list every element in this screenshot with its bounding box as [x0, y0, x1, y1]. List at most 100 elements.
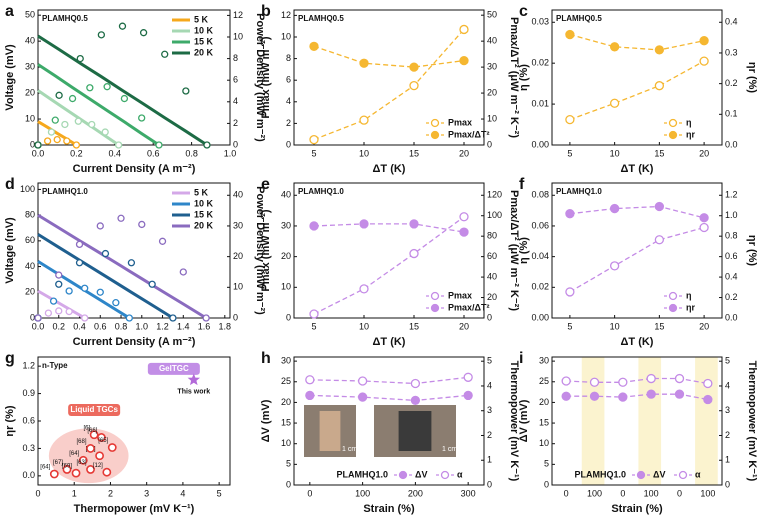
x-tick-label: 2 [108, 488, 113, 498]
legend-label: Pmax [448, 290, 472, 300]
legend-label: ηr [686, 129, 695, 139]
data-point [699, 36, 709, 46]
x-tick-label: 0 [35, 488, 40, 498]
y2-axis-label: Power Density (mW m⁻²) [254, 186, 266, 315]
shaded-band [581, 357, 605, 485]
data-point [565, 209, 575, 219]
data-point [202, 314, 210, 322]
y-axis-label: Voltage (mV) [4, 44, 16, 111]
data-point [101, 249, 110, 258]
y-tick-label: 0 [286, 139, 291, 149]
data-point [96, 433, 106, 442]
y2-tick-label: 3 [487, 405, 492, 415]
x-axis-label: ΔT (K) [621, 336, 654, 348]
y-tick-label: 0.3 [22, 443, 35, 453]
x-tick-label: 5 [311, 321, 316, 331]
y-tick-label: 20 [25, 87, 35, 97]
y-tick-label: 0 [286, 479, 291, 489]
plot-frame [293, 356, 485, 486]
y-axis-label: Voltage (mV) [4, 217, 16, 284]
data-point [463, 372, 473, 382]
y-tick-label: 20 [539, 397, 549, 407]
x-tick-label: 1.2 [156, 321, 169, 331]
shaded-band [638, 357, 662, 485]
x-tick-label: 0 [620, 488, 625, 498]
y2-tick-label: 10 [233, 282, 243, 292]
plot-frame [551, 9, 723, 146]
legend-marker [430, 118, 440, 128]
x-tick-label: 0.6 [94, 321, 107, 331]
group-tag [147, 362, 200, 375]
y-tick-label: 15 [281, 417, 291, 427]
legend-marker [678, 470, 688, 480]
y2-tick-label: 1.2 [725, 190, 738, 200]
data-point [618, 377, 628, 387]
point-label: [6] [83, 425, 90, 431]
y2-tick-label: 4 [233, 96, 238, 106]
point-label: [68] [77, 439, 87, 445]
data-point [459, 227, 469, 237]
data-point [62, 465, 72, 474]
x-axis-label: ΔT (K) [621, 163, 654, 175]
data-point [409, 80, 419, 91]
series-line [569, 226, 705, 293]
y2-tick-label: 20 [487, 292, 497, 302]
x-tick-label: 0.8 [185, 148, 198, 158]
x-tick-label: 300 [461, 488, 476, 498]
data-point [565, 114, 575, 125]
data-point [101, 128, 109, 136]
data-point [49, 297, 58, 305]
y-axis-label: η (%) [518, 64, 530, 91]
data-point [654, 235, 665, 245]
y-tick-label: 10 [281, 282, 291, 292]
y2-tick-label: 0.8 [725, 231, 738, 241]
annotation: PLAMHQ1.0 [298, 187, 344, 196]
data-point [148, 280, 156, 288]
y2-tick-label: 0.2 [725, 292, 738, 302]
data-point [409, 248, 419, 259]
point-label: [63] [77, 460, 87, 466]
data-point [112, 299, 120, 307]
group-tag [68, 404, 121, 417]
legend-label: 15 K [194, 36, 214, 46]
legend-label: η [686, 290, 692, 300]
data-point [117, 214, 125, 222]
data-point [561, 391, 571, 401]
legend-marker [668, 303, 678, 313]
series-line [313, 216, 465, 315]
data-point [561, 376, 571, 386]
inset-scale-label: 1 cm [342, 446, 357, 453]
legend-label: 10 K [194, 25, 214, 35]
y2-tick-label: 100 [487, 210, 502, 220]
data-point [359, 58, 369, 68]
group-label: Liquid TGCs [70, 405, 118, 414]
data-point [589, 391, 600, 401]
x-tick-label: 0 [564, 488, 569, 498]
y-tick-label: 0.08 [531, 190, 549, 200]
data-point [138, 114, 146, 122]
plot-frame [551, 356, 723, 486]
x-tick-label: 0 [677, 488, 682, 498]
y2-axis-label: Pmax/ΔT² (μW m⁻² K⁻²) [508, 17, 520, 138]
point-label: [65] [98, 438, 108, 444]
data-point [699, 56, 709, 66]
y-tick-label: 0.03 [531, 17, 549, 27]
legend-marker [440, 470, 450, 480]
x-tick-label: 20 [699, 148, 709, 158]
panel-label: h [261, 350, 271, 367]
data-point [309, 221, 319, 231]
data-point [459, 24, 469, 35]
y2-tick-label: 10 [487, 113, 497, 123]
plot-frame [293, 182, 485, 319]
data-point [609, 98, 620, 108]
data-point [305, 375, 315, 385]
plot-frame [293, 9, 485, 146]
panel-label: d [5, 176, 15, 193]
point-label: [67] [53, 460, 63, 466]
series-line [37, 63, 160, 147]
x-tick-label: 4 [180, 488, 185, 498]
y-tick-label: 0.00 [531, 139, 549, 149]
y-tick-label: 50 [25, 10, 35, 20]
data-point [65, 307, 73, 316]
x-tick-label: 0 [307, 488, 312, 498]
